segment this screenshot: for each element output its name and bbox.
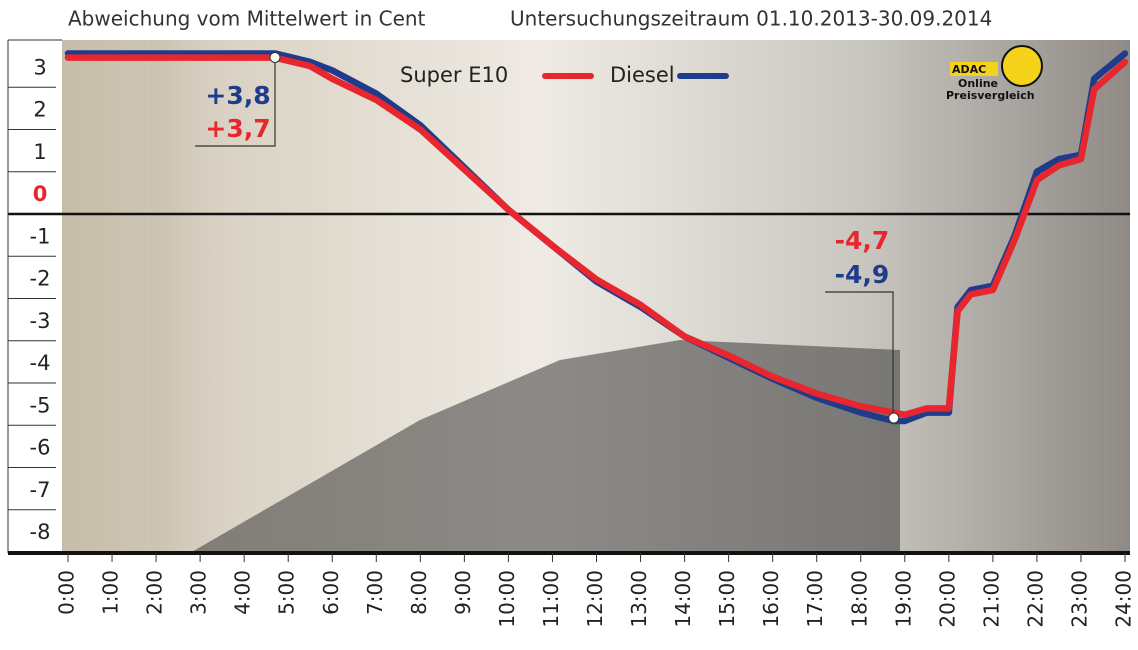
y-tick-label: -5	[30, 393, 51, 417]
low-point	[889, 413, 899, 423]
photo-figure	[62, 40, 150, 553]
logo-badge	[1002, 46, 1042, 86]
x-tick-label: 21:00	[979, 570, 1003, 628]
logo-text: Preisvergleich	[946, 89, 1035, 102]
x-tick-label: 16:00	[759, 570, 783, 628]
x-tick-label: 20:00	[935, 570, 959, 628]
chart-title: Abweichung vom Mittelwert in Cent	[68, 7, 426, 31]
annotation: +3,7	[205, 114, 270, 143]
x-tick-label: 24:00	[1112, 570, 1136, 628]
y-tick-label: -7	[30, 478, 51, 502]
x-tick-label: 3:00	[187, 570, 211, 615]
annotation: +3,8	[205, 81, 270, 110]
y-tick-label: -3	[30, 309, 51, 333]
y-tick-label: 3	[33, 55, 46, 79]
peak-point	[270, 52, 280, 62]
x-tick-label: 8:00	[407, 570, 431, 615]
x-tick-label: 22:00	[1023, 570, 1047, 628]
y-tick-label: 1	[33, 140, 46, 164]
x-tick-label: 18:00	[847, 570, 871, 628]
logo-text: ADAC	[952, 63, 986, 76]
chart: Abweichung vom Mittelwert in Cent Unters…	[0, 0, 1138, 650]
x-tick-label: 17:00	[803, 570, 827, 628]
x-tick-label: 2:00	[143, 570, 167, 615]
x-tick-label: 0:00	[55, 570, 79, 615]
x-tick-label: 19:00	[891, 570, 915, 628]
y-tick-label: 2	[33, 98, 46, 122]
x-tick-label: 15:00	[715, 570, 739, 628]
y-tick-label: -2	[30, 267, 51, 291]
x-tick-label: 7:00	[363, 570, 387, 615]
y-tick-label: -4	[30, 351, 51, 375]
x-tick-label: 4:00	[231, 570, 255, 615]
legend-label: Super E10	[400, 63, 508, 87]
y-tick-label: 0	[33, 182, 48, 206]
chart-subtitle: Untersuchungszeitraum 01.10.2013-30.09.2…	[510, 7, 992, 31]
annotation: -4,9	[835, 260, 890, 289]
x-tick-label: 11:00	[539, 570, 563, 628]
x-tick-label: 13:00	[627, 570, 651, 628]
x-tick-label: 6:00	[319, 570, 343, 615]
x-tick-label: 9:00	[451, 570, 475, 615]
x-tick-label: 14:00	[671, 570, 695, 628]
x-tick-label: 1:00	[99, 570, 123, 615]
y-tick-label: -1	[30, 224, 51, 248]
y-tick-label: -8	[30, 520, 51, 544]
x-tick-label: 23:00	[1067, 570, 1091, 628]
x-tick-label: 10:00	[495, 570, 519, 628]
x-tick-label: 12:00	[583, 570, 607, 628]
y-tick-label: -6	[30, 436, 51, 460]
x-tick-label: 5:00	[275, 570, 299, 615]
legend-label: Diesel	[610, 63, 675, 87]
annotation: -4,7	[835, 226, 890, 255]
